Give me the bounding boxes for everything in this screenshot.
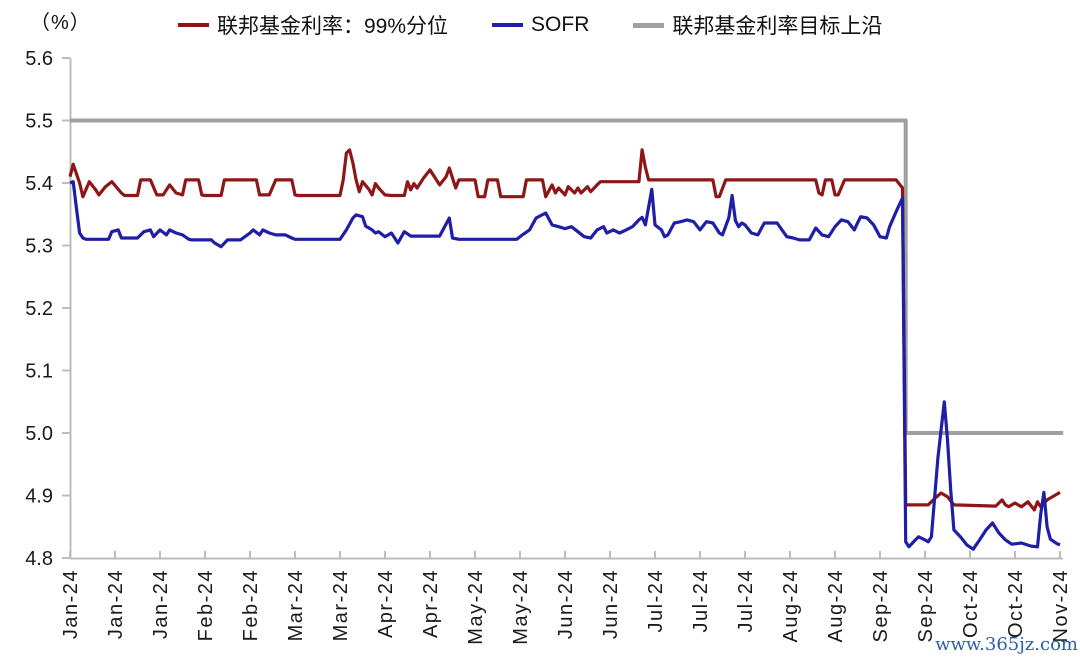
- svg-text:Jun-24: Jun-24: [600, 569, 622, 639]
- svg-text:Oct-24: Oct-24: [1005, 569, 1027, 638]
- svg-text:May-24: May-24: [465, 569, 487, 645]
- svg-text:4.9: 4.9: [25, 486, 53, 508]
- svg-text:4.8: 4.8: [25, 548, 53, 570]
- svg-text:Aug-24: Aug-24: [780, 569, 802, 643]
- svg-text:Feb-24: Feb-24: [195, 569, 217, 641]
- svg-text:5.5: 5.5: [25, 111, 53, 133]
- legend-swatch-target-icon: [633, 22, 665, 28]
- svg-text:Feb-24: Feb-24: [240, 569, 262, 641]
- legend-label-effr: 联邦基金利率：99%分位: [217, 15, 449, 38]
- svg-text:Jan-24: Jan-24: [105, 569, 127, 639]
- svg-text:Jun-24: Jun-24: [555, 569, 577, 639]
- svg-text:5.1: 5.1: [25, 361, 53, 383]
- svg-text:Apr-24: Apr-24: [375, 569, 397, 638]
- chart-legend: 联邦基金利率：99%分位 SOFR 联邦基金利率目标上沿: [178, 10, 882, 40]
- svg-text:Nov-24: Nov-24: [1050, 569, 1072, 642]
- svg-text:Jul-24: Jul-24: [735, 569, 757, 632]
- y-axis-unit-label: （%）: [30, 12, 91, 34]
- svg-text:5.2: 5.2: [25, 298, 53, 320]
- legend-swatch-sofr-icon: [492, 23, 524, 27]
- svg-text:Mar-24: Mar-24: [330, 569, 352, 641]
- watermark: www.365jz.com: [935, 634, 1078, 655]
- svg-text:Aug-24: Aug-24: [825, 569, 847, 643]
- legend-label-target: 联邦基金利率目标上沿: [672, 15, 883, 38]
- legend-item-sofr: SOFR: [492, 13, 589, 37]
- svg-text:May-24: May-24: [510, 569, 532, 645]
- svg-text:Jul-24: Jul-24: [690, 569, 712, 632]
- svg-text:Jul-24: Jul-24: [645, 569, 667, 632]
- svg-text:5.3: 5.3: [25, 236, 53, 258]
- svg-text:Sep-24: Sep-24: [915, 569, 937, 643]
- svg-text:5.6: 5.6: [25, 48, 53, 70]
- svg-text:Jan-24: Jan-24: [60, 569, 82, 639]
- svg-text:5.0: 5.0: [25, 423, 53, 445]
- svg-text:5.4: 5.4: [25, 173, 53, 195]
- svg-text:Mar-24: Mar-24: [285, 569, 307, 641]
- legend-item-effr-99pct: 联邦基金利率：99%分位: [178, 10, 448, 40]
- legend-label-sofr: SOFR: [531, 13, 590, 36]
- legend-item-target-upper: 联邦基金利率目标上沿: [633, 10, 882, 40]
- svg-text:Apr-24: Apr-24: [420, 569, 442, 638]
- svg-text:Oct-24: Oct-24: [960, 569, 982, 638]
- svg-text:Sep-24: Sep-24: [870, 569, 892, 643]
- legend-swatch-effr-icon: [178, 23, 209, 27]
- svg-text:Jan-24: Jan-24: [150, 569, 172, 639]
